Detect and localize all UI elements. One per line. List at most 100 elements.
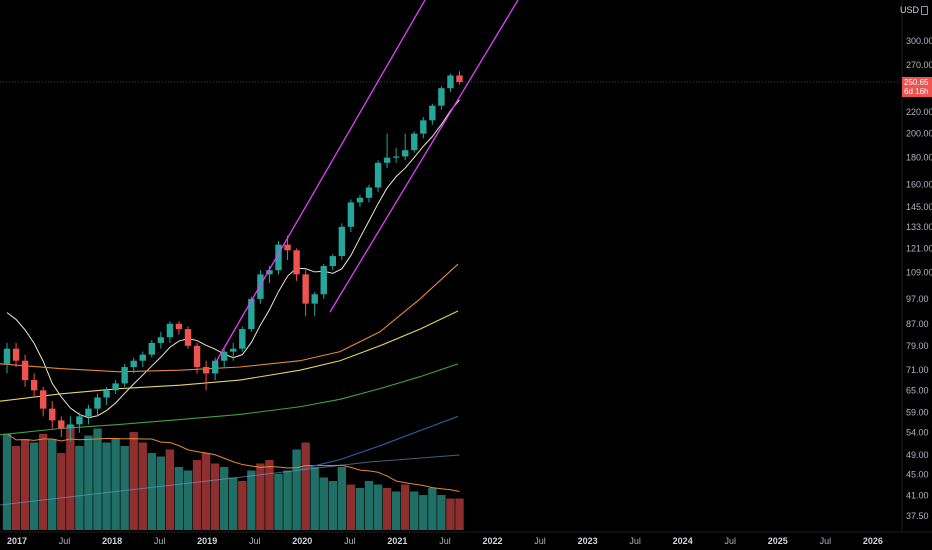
- candle-body: [12, 348, 20, 361]
- volume-bar: [75, 446, 84, 530]
- ma-short-line: [6, 99, 460, 419]
- candle-body: [374, 162, 382, 188]
- volume-bar: [20, 439, 30, 530]
- volume-bar: [437, 495, 446, 530]
- volume-bar: [66, 425, 75, 530]
- volume-bar: [401, 484, 410, 530]
- ma-medium-line: [0, 263, 459, 373]
- volume-bar: [328, 481, 337, 530]
- volume-bar: [93, 428, 102, 530]
- y-tick-label: 270.00: [906, 60, 932, 70]
- candle-body: [338, 226, 346, 257]
- y-tick-label: 145.00: [906, 202, 932, 212]
- ma-200-line: [0, 363, 459, 436]
- candle-body: [266, 270, 273, 275]
- volume-ma-long-line: [0, 454, 460, 506]
- candle-body: [402, 150, 409, 157]
- volume-bar: [346, 484, 356, 530]
- y-tick-label: 65.00: [906, 385, 929, 395]
- x-tick-label: Jul: [154, 536, 166, 546]
- y-tick-label: 71.00: [906, 365, 929, 375]
- candle-body: [456, 75, 463, 83]
- volume-bar: [428, 488, 437, 530]
- volume-bar: [364, 481, 374, 530]
- candle-body: [302, 274, 309, 304]
- candle-body: [365, 187, 373, 198]
- candle-body: [447, 75, 454, 89]
- x-tick-label: 2023: [578, 536, 598, 546]
- y-tick-label: 180.00: [906, 153, 932, 163]
- y-tick-label: 41.00: [906, 491, 929, 501]
- lock-icon[interactable]: [921, 5, 928, 15]
- volume-bar: [355, 488, 365, 530]
- x-tick-label: Jul: [439, 536, 451, 546]
- volume-bar: [129, 432, 138, 530]
- candles: [3, 71, 463, 442]
- volume-bar: [247, 470, 256, 530]
- volume-bar: [229, 477, 238, 530]
- volume-bar: [57, 453, 66, 530]
- volume-bar: [183, 470, 193, 530]
- x-tick-label: Jul: [724, 536, 736, 546]
- candle-body: [166, 323, 174, 338]
- volume-bar: [84, 435, 93, 530]
- volume-bar: [2, 433, 12, 530]
- x-tick-label: 2021: [387, 536, 407, 546]
- candle-body: [103, 390, 110, 398]
- x-tick-label: 2026: [863, 536, 883, 546]
- ma-long-line: [0, 310, 459, 402]
- x-tick-label: Jul: [59, 536, 71, 546]
- y-tick-label: 79.00: [906, 341, 929, 351]
- candle-body: [248, 298, 255, 330]
- candle-body: [311, 294, 318, 304]
- y-tick-label: 220.00: [906, 107, 932, 117]
- volume-bar: [283, 470, 292, 530]
- candle-body: [121, 366, 128, 384]
- x-tick-label: 2019: [197, 536, 217, 546]
- y-tick-label: 121.00: [906, 243, 932, 253]
- x-tick-label: 2017: [7, 536, 27, 546]
- volume-bar: [310, 467, 319, 530]
- currency-selector[interactable]: USD: [900, 5, 928, 15]
- last-price-value: 250.65: [904, 78, 929, 88]
- volume-bar: [391, 491, 401, 530]
- candle-body: [392, 156, 400, 158]
- volume-bar: [382, 488, 392, 530]
- candle-body: [30, 380, 38, 391]
- candle-body: [320, 266, 327, 295]
- volume-bar: [301, 442, 310, 530]
- candle-body: [275, 244, 282, 271]
- volume-bar: [147, 453, 156, 530]
- volume-bar: [210, 463, 220, 530]
- volume-bar: [319, 477, 328, 530]
- candle-body: [139, 354, 146, 361]
- volume-bars: [2, 425, 464, 530]
- candle-body: [221, 351, 228, 361]
- candle-body: [85, 408, 92, 417]
- y-tick-label: 59.00: [906, 407, 929, 417]
- y-tick-label: 49.00: [906, 450, 929, 460]
- candle-body: [40, 390, 47, 409]
- candle-body: [49, 408, 56, 421]
- candle-body: [21, 360, 29, 381]
- channel-lower-line: [329, 0, 519, 313]
- volume-bar: [192, 460, 202, 530]
- x-tick-label: 2024: [673, 536, 693, 546]
- candle-body: [293, 250, 300, 275]
- y-tick-label: 97.00: [906, 294, 929, 304]
- x-tick-label: 2020: [292, 536, 312, 546]
- candle-body: [130, 360, 137, 367]
- candle-body: [347, 202, 355, 227]
- y-tick-label: 109.00: [906, 267, 932, 277]
- y-tick-label: 54.00: [906, 428, 929, 438]
- volume-bar: [48, 439, 57, 530]
- candle-body: [230, 348, 237, 352]
- volume-bar: [419, 495, 428, 530]
- volume-bar: [11, 446, 21, 530]
- currency-label: USD: [899, 5, 919, 15]
- volume-bar: [111, 439, 120, 530]
- candle-body: [239, 329, 246, 349]
- candle-body: [193, 345, 201, 367]
